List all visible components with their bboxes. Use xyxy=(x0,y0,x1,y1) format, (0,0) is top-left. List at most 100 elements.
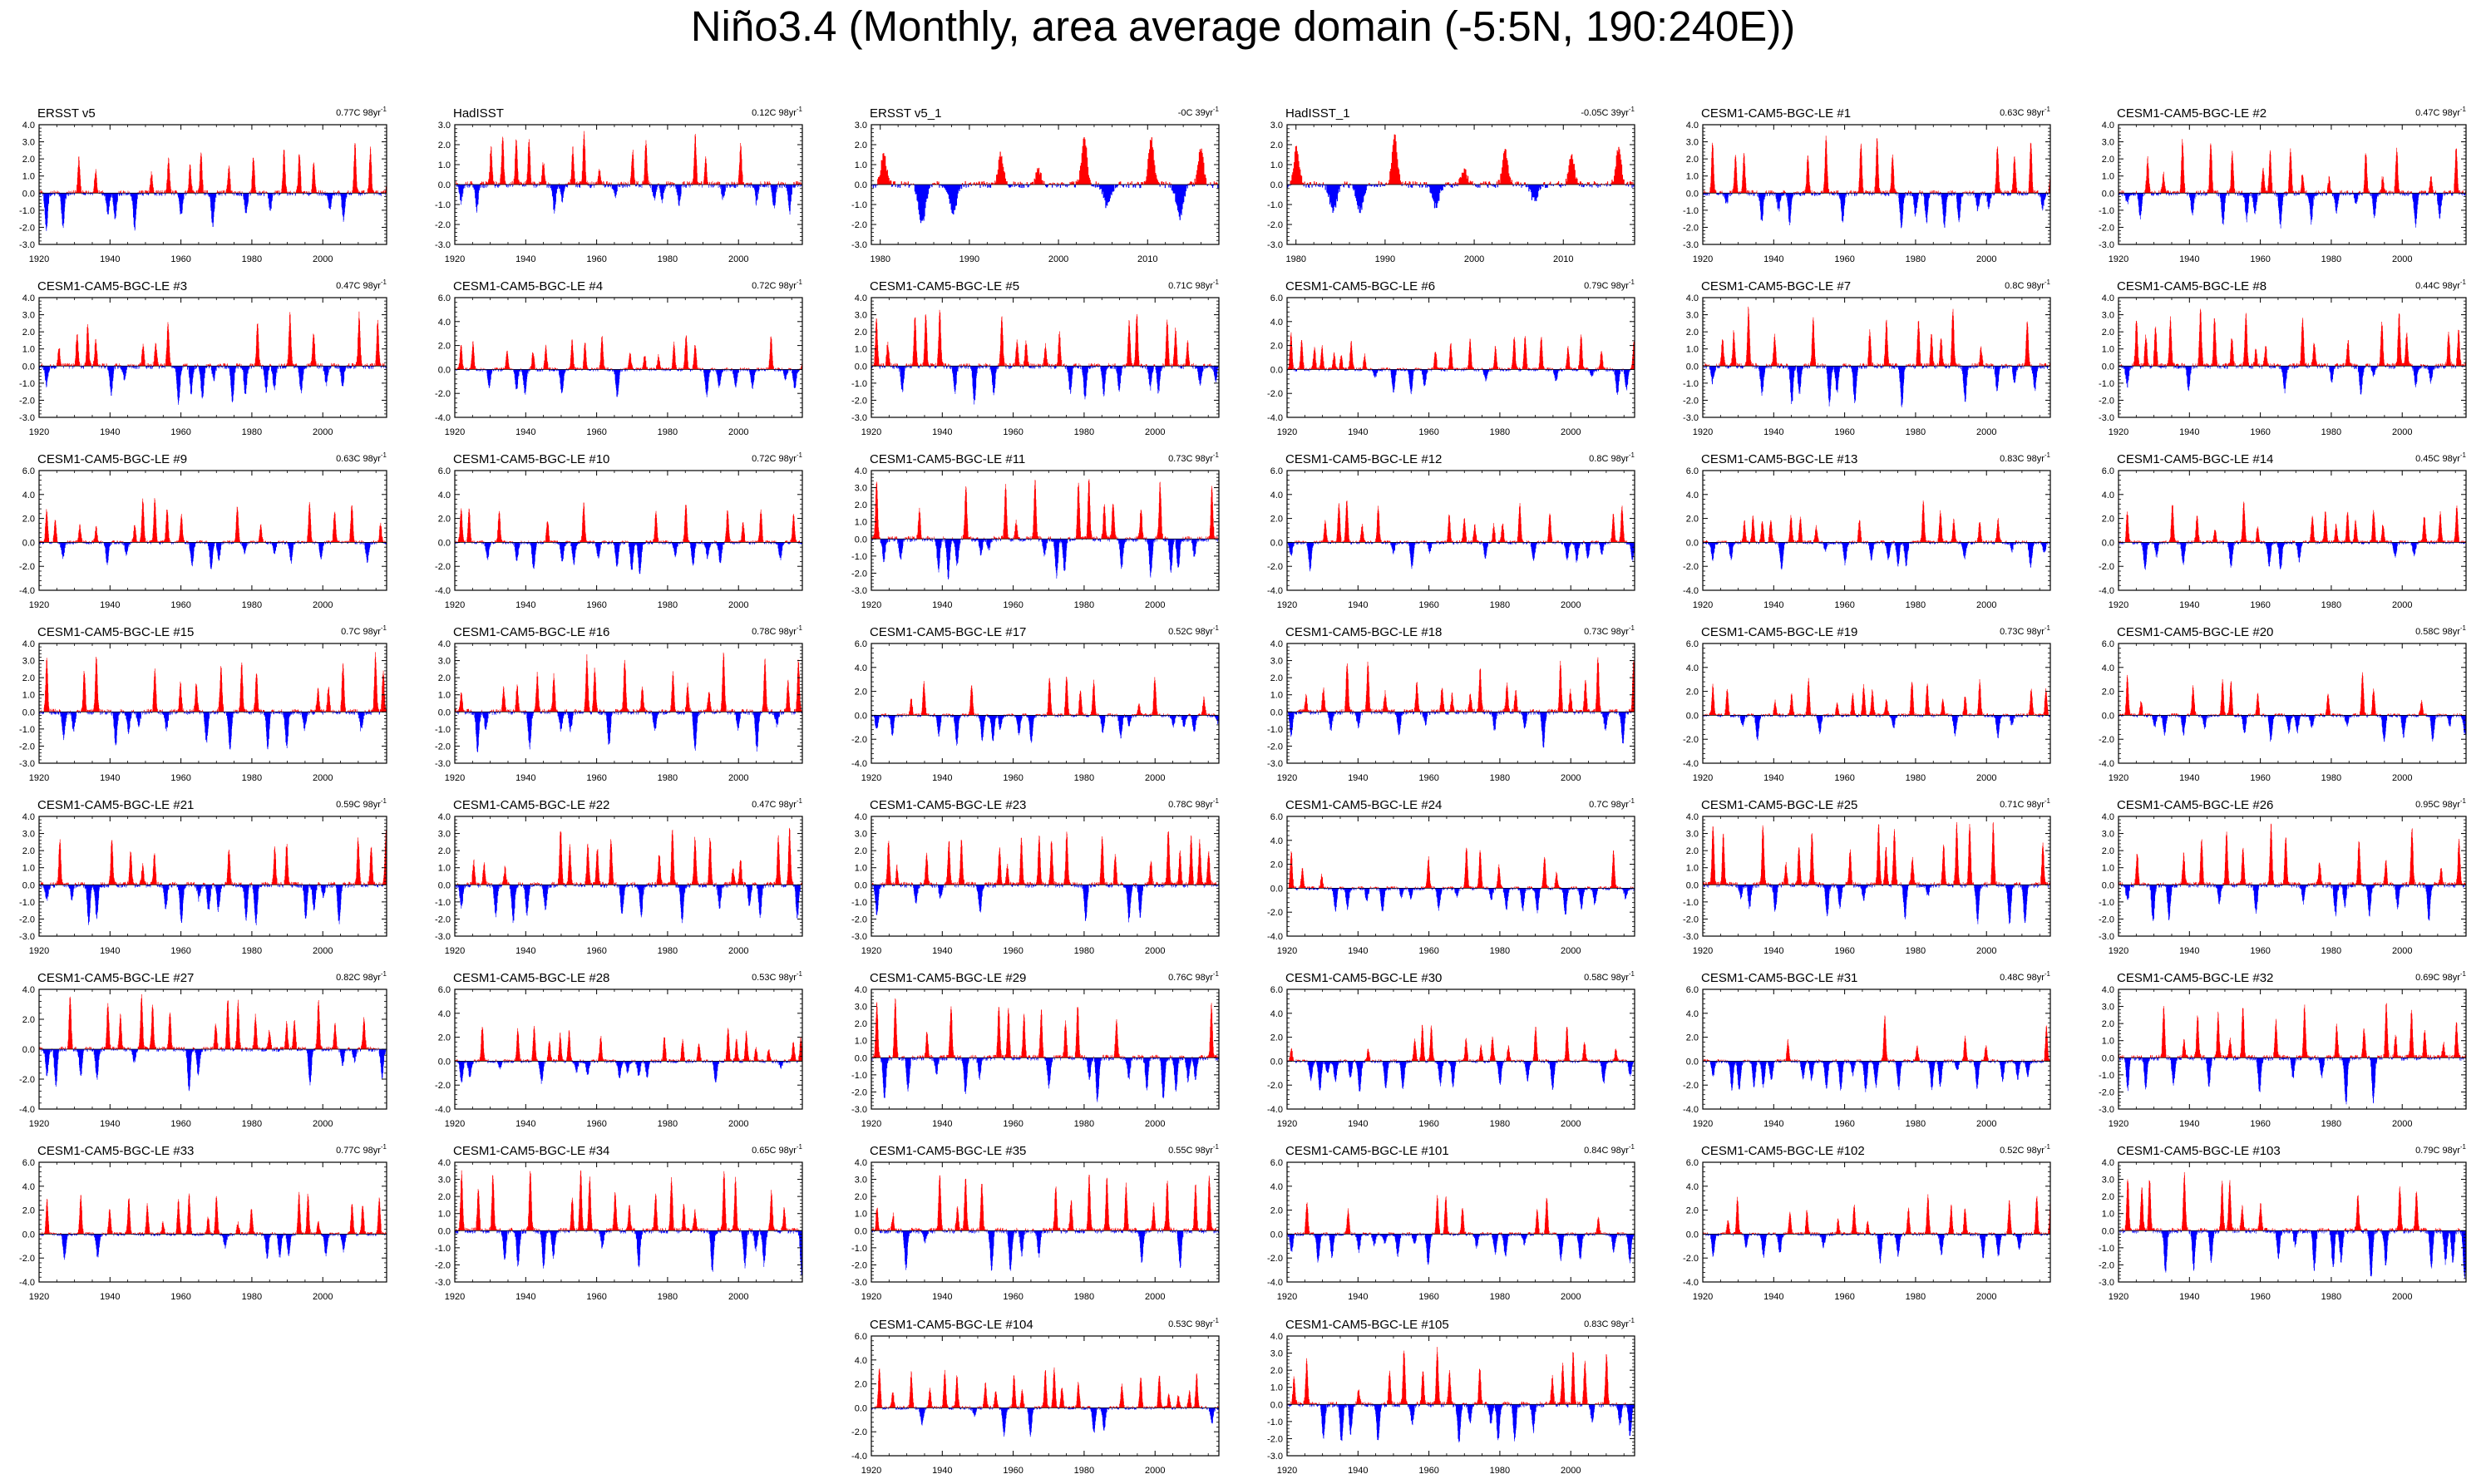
x-tick-label: 2000 xyxy=(1976,946,1996,956)
positive-anomaly-area xyxy=(455,827,802,885)
y-tick-label: 3.0 xyxy=(855,830,867,840)
y-tick-label: 4.0 xyxy=(1686,293,1699,303)
positive-anomaly-area xyxy=(871,831,1219,885)
y-tick-label: -1.0 xyxy=(1683,206,1699,216)
negative-anomaly-area xyxy=(1287,888,1635,915)
y-tick-label: 2.0 xyxy=(438,342,451,352)
plot-frame xyxy=(1702,124,2051,245)
plot-frame xyxy=(871,643,1220,764)
plot-frame xyxy=(1286,816,1635,937)
x-tick-label: 2000 xyxy=(1145,773,1165,783)
y-tick-label: 4.0 xyxy=(855,663,867,673)
y-tick-label: 4.0 xyxy=(1270,639,1283,649)
panel-trend-value: 0.65C 98yr xyxy=(752,1146,797,1156)
y-tick-label: 0.0 xyxy=(2102,1053,2114,1063)
y-tick-label: 3.0 xyxy=(855,1003,867,1013)
y-tick-label: -3.0 xyxy=(1683,413,1699,423)
plot-frame xyxy=(1286,1161,1635,1283)
x-tick-label: 1920 xyxy=(2109,1119,2128,1129)
y-tick-label: -2.0 xyxy=(19,562,35,572)
y-tick-label: 4.0 xyxy=(22,293,35,303)
negative-anomaly-area xyxy=(2119,885,2467,921)
panel-trend: 0.73C 98yr-1 xyxy=(2000,624,2050,637)
y-tick-label: 3.0 xyxy=(855,484,867,494)
y-tick-label: -2.0 xyxy=(2099,915,2114,924)
x-tick-label: 1960 xyxy=(1418,773,1438,783)
y-tick-label: -2.0 xyxy=(435,742,451,752)
chart-panel: CESM1-CAM5-BGC-LE #15 0.7C 98yr-1 -3.0 -2.0… xyxy=(19,624,387,783)
y-tick-label: 1.0 xyxy=(438,160,451,170)
panel-trend-exponent: -1 xyxy=(381,106,387,113)
chart-panel: CESM1-CAM5-BGC-LE #101 0.84C 98yr-1 -4.0 -2… xyxy=(1267,1143,1635,1302)
y-tick-label: 3.0 xyxy=(855,1176,867,1186)
plot-frame xyxy=(871,470,1220,591)
y-tick-label: 2.0 xyxy=(2102,155,2114,165)
x-tick-label: 1960 xyxy=(2250,427,2270,437)
x-tick-label: 1940 xyxy=(1763,1119,1783,1129)
y-tick-label: -2.0 xyxy=(851,915,867,924)
y-tick-label: 4.0 xyxy=(1686,812,1699,822)
negative-anomaly-area xyxy=(871,1058,1219,1102)
x-tick-label: 2000 xyxy=(1048,254,1068,264)
y-tick-label: -2.0 xyxy=(2099,735,2114,745)
y-tick-label: -2.0 xyxy=(2099,562,2114,572)
x-tick-label: 1940 xyxy=(1348,946,1368,956)
plot-frame xyxy=(38,297,387,418)
y-tick-label: 2.0 xyxy=(438,673,451,683)
panel-trend-exponent: -1 xyxy=(381,279,387,286)
y-tick-label: 0.0 xyxy=(1686,880,1699,890)
chart-panel: CESM1-CAM5-BGC-LE #7 0.8C 98yr-1 -3.0 -2.0 -… xyxy=(1683,279,2051,437)
panel-title: CESM1-CAM5-BGC-LE #34 xyxy=(453,1144,609,1158)
positive-anomaly-area xyxy=(871,136,1218,185)
panel-trend: 0.47C 98yr-1 xyxy=(2415,106,2466,118)
y-tick-label: 2.0 xyxy=(855,688,867,698)
x-tick-label: 1920 xyxy=(445,600,465,610)
positive-anomaly-area xyxy=(2119,672,2462,716)
x-tick-label: 1920 xyxy=(1693,946,1713,956)
x-tick-label: 1940 xyxy=(1763,254,1783,264)
panel-trend: 0.77C 98yr-1 xyxy=(336,106,387,118)
x-tick-label: 1960 xyxy=(1003,946,1023,956)
x-tick-label: 1960 xyxy=(586,427,606,437)
x-tick-label: 1960 xyxy=(1003,1119,1023,1129)
panel-trend-value: -0.05C 39yr xyxy=(1581,108,1629,118)
x-tick-label: 1920 xyxy=(861,1119,881,1129)
y-tick-label: 0.0 xyxy=(855,880,867,890)
panel-title: CESM1-CAM5-BGC-LE #12 xyxy=(1285,452,1442,466)
panel-trend-value: 0.73C 98yr xyxy=(1168,454,1213,464)
panel-trend-value: 0.44C 98yr xyxy=(2415,281,2460,291)
x-tick-label: 2000 xyxy=(1145,1119,1165,1129)
panel-trend-value: 0.69C 98yr xyxy=(2415,973,2460,983)
y-tick-label: 4.0 xyxy=(22,985,35,995)
y-tick-label: 4.0 xyxy=(438,1009,451,1019)
y-tick-label: 1.0 xyxy=(22,345,35,355)
panel-trend: 0.69C 98yr-1 xyxy=(2415,970,2466,983)
x-tick-label: 1940 xyxy=(932,1119,952,1129)
panel-title: CESM1-CAM5-BGC-LE #25 xyxy=(1701,798,1857,812)
chart-panel: CESM1-CAM5-BGC-LE #16 0.78C 98yr-1 -3.0 -2.… xyxy=(435,624,803,783)
x-tick-label: 1920 xyxy=(861,600,881,610)
negative-anomaly-area xyxy=(871,1230,1219,1271)
x-tick-label: 1980 xyxy=(1074,946,1094,956)
y-tick-label: -1.0 xyxy=(1683,898,1699,908)
y-tick-label: -2.0 xyxy=(435,915,451,924)
y-tick-label: 1.0 xyxy=(1270,691,1283,701)
x-tick-label: 1940 xyxy=(2179,773,2199,783)
plot-frame xyxy=(1286,643,1635,764)
plot-frame xyxy=(454,1161,803,1283)
chart-panel: CESM1-CAM5-BGC-LE #19 0.73C 98yr-1 -4.0 -2.… xyxy=(1683,624,2051,783)
y-tick-label: 6.0 xyxy=(438,985,451,995)
negative-anomaly-area xyxy=(1287,185,1635,214)
y-tick-label: 4.0 xyxy=(1270,491,1283,500)
panel-trend-exponent: -1 xyxy=(797,451,803,459)
y-tick-label: 3.0 xyxy=(2102,1003,2114,1013)
plot-frame xyxy=(1286,470,1635,591)
panel-title: ERSST v5_1 xyxy=(870,106,941,121)
y-tick-label: -1.0 xyxy=(435,725,451,735)
panel-title: CESM1-CAM5-BGC-LE #20 xyxy=(2117,625,2273,639)
y-tick-label: 4.0 xyxy=(438,639,451,649)
x-tick-label: 1960 xyxy=(170,427,190,437)
panel-trend-exponent: -1 xyxy=(797,279,803,286)
panel-trend-value: 0.52C 98yr xyxy=(1168,627,1213,637)
x-tick-label: 1980 xyxy=(242,254,262,264)
